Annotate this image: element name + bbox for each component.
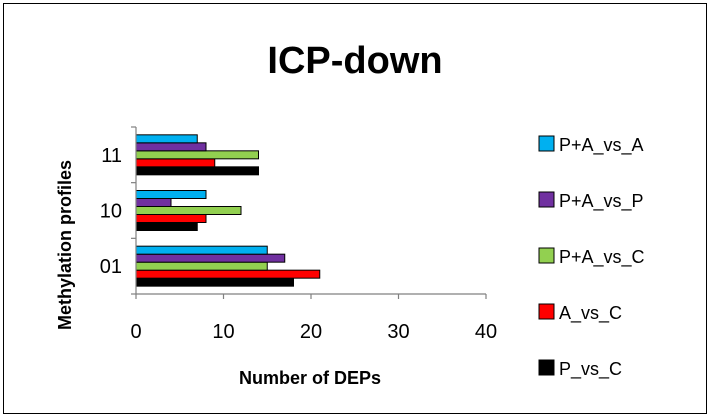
y-tick-label: 11 [101,145,122,167]
x-tick-label: 30 [387,321,409,343]
bar-P+A_vs_A-01 [135,245,268,255]
bar-P+A_vs_P-01 [135,253,286,263]
legend-swatch-P+A_vs_P [538,191,555,208]
bar-P+A_vs_P-10 [135,198,172,207]
bar-P+A_vs_A-11 [135,134,198,144]
legend-label-P_vs_C: P_vs_C [559,359,622,380]
chart-title: ICP-down [267,40,442,82]
y-tick-label: 10 [100,201,122,223]
x-tick-label: 40 [475,321,497,343]
bar-P+A_vs_A-10 [135,190,207,199]
legend-swatch-P+A_vs_C [538,247,555,264]
bar-A_vs_C-01 [135,269,321,279]
bar-P+A_vs_C-01 [135,261,268,271]
bar-A_vs_C-11 [135,158,216,168]
legend: P+A_vs_A P+A_vs_P P+A_vs_C A_vs_C P_vs_C [538,135,645,380]
legend-label-P+A_vs_C: P+A_vs_C [559,247,645,268]
legend-label-P+A_vs_A: P+A_vs_A [559,135,644,156]
legend-label-P+A_vs_P: P+A_vs_P [559,191,644,212]
x-tick-label: 0 [130,321,141,343]
bar-P+A_vs_C-11 [135,150,259,160]
x-tick-label: 10 [212,321,234,343]
x-axis-title: Number of DEPs [239,368,381,388]
legend-swatch-P+A_vs_A [538,135,555,152]
x-tick-label: 20 [300,321,322,343]
bar-P+A_vs_P-11 [135,142,207,152]
chart-frame [3,3,707,414]
legend-label-A_vs_C: A_vs_C [559,303,622,324]
bar-P_vs_C-11 [135,166,259,176]
bar-A_vs_C-10 [135,214,207,223]
legend-swatch-P_vs_C [538,359,555,376]
bar-P_vs_C-10 [135,222,198,231]
bar-P+A_vs_C-10 [135,206,242,215]
bar-P_vs_C-01 [135,277,294,287]
legend-swatch-A_vs_C [538,303,555,320]
y-axis-title: Methylation profiles [55,160,75,330]
y-tick-label: 01 [100,256,122,278]
